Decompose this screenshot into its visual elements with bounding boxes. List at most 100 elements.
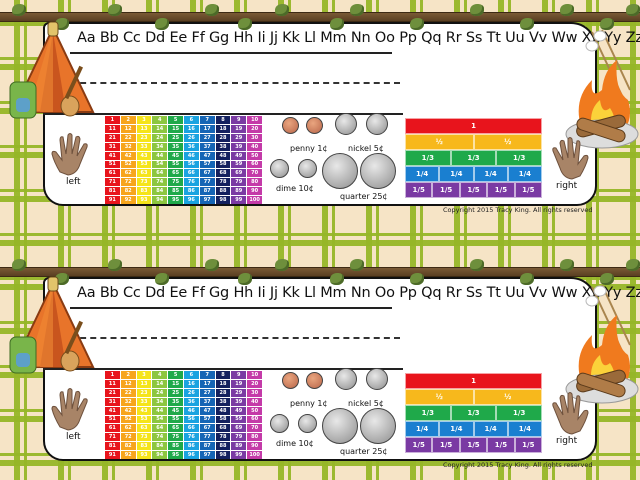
hundred-chart-cell: 99 <box>231 451 247 459</box>
tent-illustration <box>8 275 98 375</box>
hundred-chart-cell: 93 <box>136 196 152 204</box>
hundred-chart-cell: 33 <box>136 397 152 406</box>
hundred-chart-cell: 91 <box>105 451 120 459</box>
hundred-chart-cell: 64 <box>152 169 168 178</box>
hundred-chart-cell: 10 <box>247 116 262 124</box>
hundred-chart-cell: 70 <box>247 424 262 433</box>
hundred-chart-cell: 21 <box>105 133 120 142</box>
hundred-chart-cell: 38 <box>215 397 231 406</box>
right-hand-icon <box>548 391 590 435</box>
fraction-segment: 1/4 <box>473 421 508 437</box>
hundred-chart-cell: 59 <box>231 415 247 424</box>
fraction-segment: 1/3 <box>405 150 451 166</box>
name-baseline <box>43 368 403 370</box>
quarter-coin-icon <box>360 153 396 189</box>
fraction-segment: 1/3 <box>450 405 497 421</box>
hundred-chart-cell: 16 <box>184 379 199 388</box>
hundred-chart-cell: 24 <box>152 133 168 142</box>
hundred-chart-cell: 7 <box>199 371 215 379</box>
fraction-segment: 1/5 <box>405 437 433 453</box>
hundred-chart-cell: 28 <box>215 133 231 142</box>
quarter-coin-icon <box>360 408 396 444</box>
hundred-chart-cell: 18 <box>215 379 231 388</box>
hundred-chart-cell: 49 <box>231 151 247 160</box>
hundred-chart-cell: 47 <box>199 406 215 415</box>
hundred-chart-cell: 79 <box>231 178 247 187</box>
hundred-chart-cell: 46 <box>184 151 199 160</box>
hundred-chart-cell: 96 <box>184 196 199 204</box>
leaf-icon <box>410 273 424 285</box>
fraction-segment: 1 <box>405 373 542 389</box>
hundred-chart-cell: 65 <box>168 169 183 178</box>
hundred-chart-cell: 31 <box>105 142 120 151</box>
hundred-chart-cell: 62 <box>120 169 136 178</box>
hundred-chart-cell: 14 <box>152 124 168 133</box>
hundred-chart-cell: 48 <box>215 406 231 415</box>
hundred-chart: 1 2 3 4 5 6 7 8 9 10 11 12 13 14 15 16 17 18 19 20 21 22 23 24 2… <box>105 116 262 204</box>
hundred-chart-cell: 21 <box>105 388 120 397</box>
leaf-icon <box>330 18 344 30</box>
hundred-chart-cell: 95 <box>168 196 183 204</box>
fraction-row: 1/4 1/4 1/4 1/4 <box>405 421 542 437</box>
fraction-segment: 1/4 <box>507 421 542 437</box>
hundred-chart-cell: 41 <box>105 151 120 160</box>
hundred-chart-cell: 99 <box>231 196 247 204</box>
hundred-chart-cell: 68 <box>215 169 231 178</box>
hundred-chart-cell: 71 <box>105 433 120 442</box>
hundred-chart-cell: 82 <box>120 187 136 196</box>
hundred-chart-cell: 78 <box>215 178 231 187</box>
leaf-icon <box>12 4 26 16</box>
hundred-chart-cell: 75 <box>168 178 183 187</box>
hundred-chart-cell: 92 <box>120 196 136 204</box>
hundred-chart-cell: 48 <box>215 151 231 160</box>
hundred-chart-cell: 1 <box>105 116 120 124</box>
hundred-chart-cell: 63 <box>136 424 152 433</box>
dime-coin-icon <box>298 414 317 433</box>
hundred-chart-cell: 90 <box>247 187 262 196</box>
left-label: left <box>66 432 81 442</box>
name-midline-dashed <box>70 82 400 84</box>
hundred-chart-cell: 57 <box>199 415 215 424</box>
hundred-chart-cell: 66 <box>184 169 199 178</box>
leaf-icon <box>626 259 640 271</box>
hundred-chart-cell: 51 <box>105 415 120 424</box>
right-label: right <box>556 436 578 446</box>
nameplate-copy: Aa Bb Cc Dd Ee Ff Gg Hh Ii Jj Kk Ll Mm N… <box>0 255 640 480</box>
hundred-chart-cell: 40 <box>247 142 262 151</box>
hundred-chart-cell: 79 <box>231 433 247 442</box>
hundred-chart-cell: 91 <box>105 196 120 204</box>
hundred-chart-cell: 19 <box>231 124 247 133</box>
hundred-chart-cell: 36 <box>184 142 199 151</box>
alphabet-strip: Aa Bb Cc Dd Ee Ff Gg Hh Ii Jj Kk Ll Mm N… <box>77 30 640 46</box>
hundred-chart-cell: 37 <box>199 142 215 151</box>
leaf-icon <box>275 4 289 16</box>
hundred-chart-cell: 93 <box>136 451 152 459</box>
hundred-chart-cell: 3 <box>136 371 152 379</box>
hundred-chart-cell: 65 <box>168 424 183 433</box>
right-label: right <box>556 181 578 191</box>
hundred-chart-cell: 13 <box>136 379 152 388</box>
hundred-chart-cell: 43 <box>136 151 152 160</box>
leaf-icon <box>350 259 364 271</box>
hundred-chart-cell: 5 <box>168 371 183 379</box>
hundred-chart-cell: 72 <box>120 178 136 187</box>
hundred-chart-cell: 13 <box>136 124 152 133</box>
fraction-segment: 1/5 <box>432 437 460 453</box>
hundred-chart-cell: 19 <box>231 379 247 388</box>
hundred-chart-cell: 83 <box>136 442 152 451</box>
hundred-chart-cell: 78 <box>215 433 231 442</box>
hundred-chart-cell: 60 <box>247 160 262 169</box>
hundred-chart-cell: 36 <box>184 397 199 406</box>
dime-label: dime 10¢ <box>276 184 314 193</box>
hundred-chart-cell: 6 <box>184 116 199 124</box>
leaf-icon <box>350 4 364 16</box>
hundred-chart-cell: 2 <box>120 371 136 379</box>
hundred-chart-cell: 16 <box>184 124 199 133</box>
leaf-icon <box>155 273 169 285</box>
hundred-chart-cell: 27 <box>199 388 215 397</box>
hundred-chart-cell: 80 <box>247 178 262 187</box>
hundred-chart-cell: 60 <box>247 415 262 424</box>
hundred-chart-cell: 76 <box>184 433 199 442</box>
fraction-segment: 1/5 <box>487 182 515 198</box>
